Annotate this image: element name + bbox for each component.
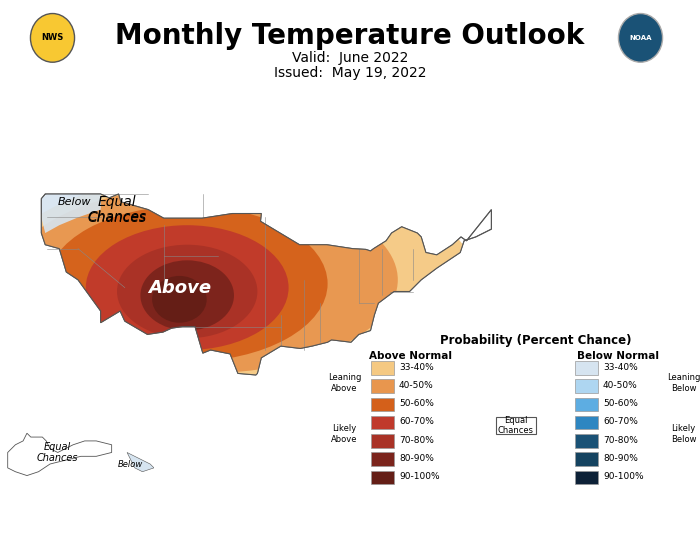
Text: 50-60%: 50-60%	[399, 399, 434, 408]
Circle shape	[31, 14, 75, 62]
Ellipse shape	[0, 170, 476, 389]
Bar	[575, 361, 598, 374]
Bar	[371, 398, 394, 411]
Ellipse shape	[152, 276, 206, 323]
Bar	[575, 434, 598, 447]
Ellipse shape	[141, 260, 234, 331]
Text: Above Normal: Above Normal	[369, 352, 452, 361]
Text: NOAA: NOAA	[629, 35, 652, 41]
Text: 70-80%: 70-80%	[399, 436, 434, 445]
Bar	[575, 471, 598, 484]
Text: 60-70%: 60-70%	[603, 418, 638, 426]
Text: Equal
Chances: Equal Chances	[37, 441, 78, 463]
Ellipse shape	[47, 206, 328, 362]
Bar	[371, 361, 394, 374]
Bar	[371, 379, 394, 393]
Text: Probability (Percent Chance): Probability (Percent Chance)	[440, 334, 631, 347]
Bar	[371, 452, 394, 466]
Text: 80-90%: 80-90%	[603, 454, 638, 463]
Text: Likely
Below: Likely Below	[671, 425, 696, 444]
Text: Likely
Above: Likely Above	[331, 425, 358, 444]
Ellipse shape	[8, 186, 398, 373]
Bar	[575, 379, 598, 393]
Text: Leaning
Above: Leaning Above	[328, 373, 361, 393]
Text: Equal
Chances: Equal Chances	[498, 416, 534, 436]
Text: 40-50%: 40-50%	[399, 381, 434, 390]
Text: 90-100%: 90-100%	[399, 472, 440, 481]
Bar	[371, 471, 394, 484]
Text: 70-80%: 70-80%	[603, 436, 638, 445]
Text: Equal
Chances: Equal Chances	[88, 195, 146, 225]
Text: 60-70%: 60-70%	[399, 418, 434, 426]
Polygon shape	[41, 194, 491, 375]
Circle shape	[619, 14, 662, 62]
Text: Valid:  June 2022: Valid: June 2022	[292, 51, 408, 65]
Text: 33-40%: 33-40%	[399, 362, 434, 372]
Ellipse shape	[86, 225, 288, 350]
Polygon shape	[8, 433, 111, 476]
Bar	[496, 417, 536, 434]
Text: 50-60%: 50-60%	[603, 399, 638, 408]
Text: Below Normal: Below Normal	[577, 352, 659, 361]
Bar	[575, 452, 598, 466]
Text: Monthly Temperature Outlook: Monthly Temperature Outlook	[116, 22, 584, 50]
Polygon shape	[41, 194, 102, 233]
Text: Below: Below	[57, 197, 91, 207]
Text: NWS: NWS	[41, 34, 64, 42]
Text: 40-50%: 40-50%	[603, 381, 638, 390]
Text: 33-40%: 33-40%	[603, 362, 638, 372]
Bar	[575, 416, 598, 430]
Text: Below: Below	[118, 459, 144, 469]
Bar	[371, 434, 394, 447]
Text: Above: Above	[148, 279, 211, 296]
Bar	[371, 416, 394, 430]
Ellipse shape	[117, 245, 258, 338]
Text: Issued:  May 19, 2022: Issued: May 19, 2022	[274, 66, 426, 80]
Text: 80-90%: 80-90%	[399, 454, 434, 463]
Text: Chances: Chances	[88, 210, 146, 225]
Text: 90-100%: 90-100%	[603, 472, 643, 481]
Bar	[575, 398, 598, 411]
Polygon shape	[127, 452, 154, 472]
Text: Leaning
Below: Leaning Below	[667, 373, 700, 393]
